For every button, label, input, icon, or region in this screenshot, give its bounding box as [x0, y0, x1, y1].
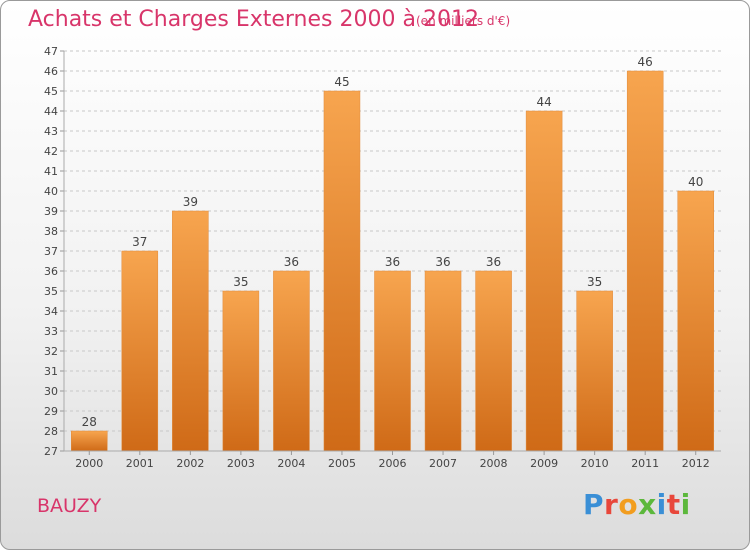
bar	[374, 270, 411, 452]
logo-letter: i	[680, 488, 691, 521]
x-tick-label: 2010	[581, 457, 609, 470]
bar-value-label: 36	[486, 255, 501, 269]
bar-value-label: 36	[284, 255, 299, 269]
y-tick-label: 47	[44, 45, 58, 58]
y-tick-label: 43	[44, 125, 58, 138]
x-tick-label: 2009	[530, 457, 558, 470]
bar-value-label: 44	[536, 95, 551, 109]
y-tick-label: 37	[44, 245, 58, 258]
logo-letter: P	[583, 488, 605, 521]
bar-value-label: 37	[132, 235, 147, 249]
logo-letter: x	[638, 488, 657, 521]
y-tick-label: 29	[44, 405, 58, 418]
x-tick-label: 2007	[429, 457, 457, 470]
x-tick-label: 2008	[480, 457, 508, 470]
x-tick-label: 2006	[379, 457, 407, 470]
y-tick-label: 35	[44, 285, 58, 298]
x-tick-label: 2003	[227, 457, 255, 470]
y-tick-label: 39	[44, 205, 58, 218]
bar-value-label: 35	[233, 275, 248, 289]
bar-value-label: 45	[334, 75, 349, 89]
bar	[222, 290, 260, 452]
bar-value-label: 39	[183, 195, 198, 209]
bar-value-label: 35	[587, 275, 602, 289]
bar	[273, 270, 310, 452]
y-tick-label: 27	[44, 445, 58, 458]
bar	[525, 110, 563, 452]
chart-unit: (en milliers d'€)	[416, 14, 511, 28]
y-tick-label: 46	[44, 65, 58, 78]
y-tick-label: 41	[44, 165, 58, 178]
bar-value-label: 46	[638, 55, 653, 69]
bar	[121, 250, 159, 452]
x-tick-label: 2004	[277, 457, 305, 470]
bar	[172, 210, 209, 452]
y-tick-label: 33	[44, 325, 58, 338]
bar	[677, 190, 714, 452]
y-tick-label: 38	[44, 225, 58, 238]
x-tick-label: 2011	[631, 457, 659, 470]
x-axis: 2000 2001 2002 2003 2004 2005 2006 2007 2008 2009…	[64, 450, 721, 470]
commune-name: BAUZY	[37, 495, 102, 517]
x-tick-label: 2001	[126, 457, 154, 470]
x-tick-label: 2000	[75, 457, 103, 470]
bar-value-label: 28	[82, 415, 97, 429]
y-tick-label: 30	[44, 385, 58, 398]
x-tick-label: 2012	[682, 457, 710, 470]
y-tick-label: 28	[44, 425, 58, 438]
y-axis: 27 28 29 30 31 32 33 34 35 36 37 38 39 40 41 42 43 44 45 46…	[44, 45, 65, 458]
bar	[576, 290, 613, 452]
logo-letter: r	[604, 488, 619, 521]
x-tick-label: 2002	[176, 457, 204, 470]
data-labels: 28 37 39 35 36 45 36 36 36 44 35 46 40	[82, 55, 704, 429]
y-tick-label: 40	[44, 185, 58, 198]
proxiti-logo[interactable]: Proxiti	[583, 488, 691, 521]
y-tick-label: 45	[44, 85, 58, 98]
y-tick-label: 31	[44, 365, 58, 378]
y-tick-label: 42	[44, 145, 58, 158]
x-tick-label: 2005	[328, 457, 356, 470]
logo-letter: o	[618, 488, 639, 521]
y-tick-label: 44	[44, 105, 58, 118]
bar	[626, 70, 664, 452]
bar	[475, 270, 512, 452]
y-tick-label: 34	[44, 305, 58, 318]
bars	[71, 70, 714, 452]
bar-value-label: 36	[435, 255, 450, 269]
bar	[424, 270, 462, 452]
bar-value-label: 36	[385, 255, 400, 269]
chart-title: Achats et Charges Externes 2000 à 2012	[28, 7, 479, 32]
y-tick-label: 32	[44, 345, 58, 358]
bar-value-label: 40	[688, 175, 703, 189]
bar	[71, 430, 108, 452]
bar	[323, 90, 361, 452]
logo-letter: i	[656, 488, 667, 521]
y-tick-label: 36	[44, 265, 58, 278]
logo-letter: t	[666, 488, 681, 521]
